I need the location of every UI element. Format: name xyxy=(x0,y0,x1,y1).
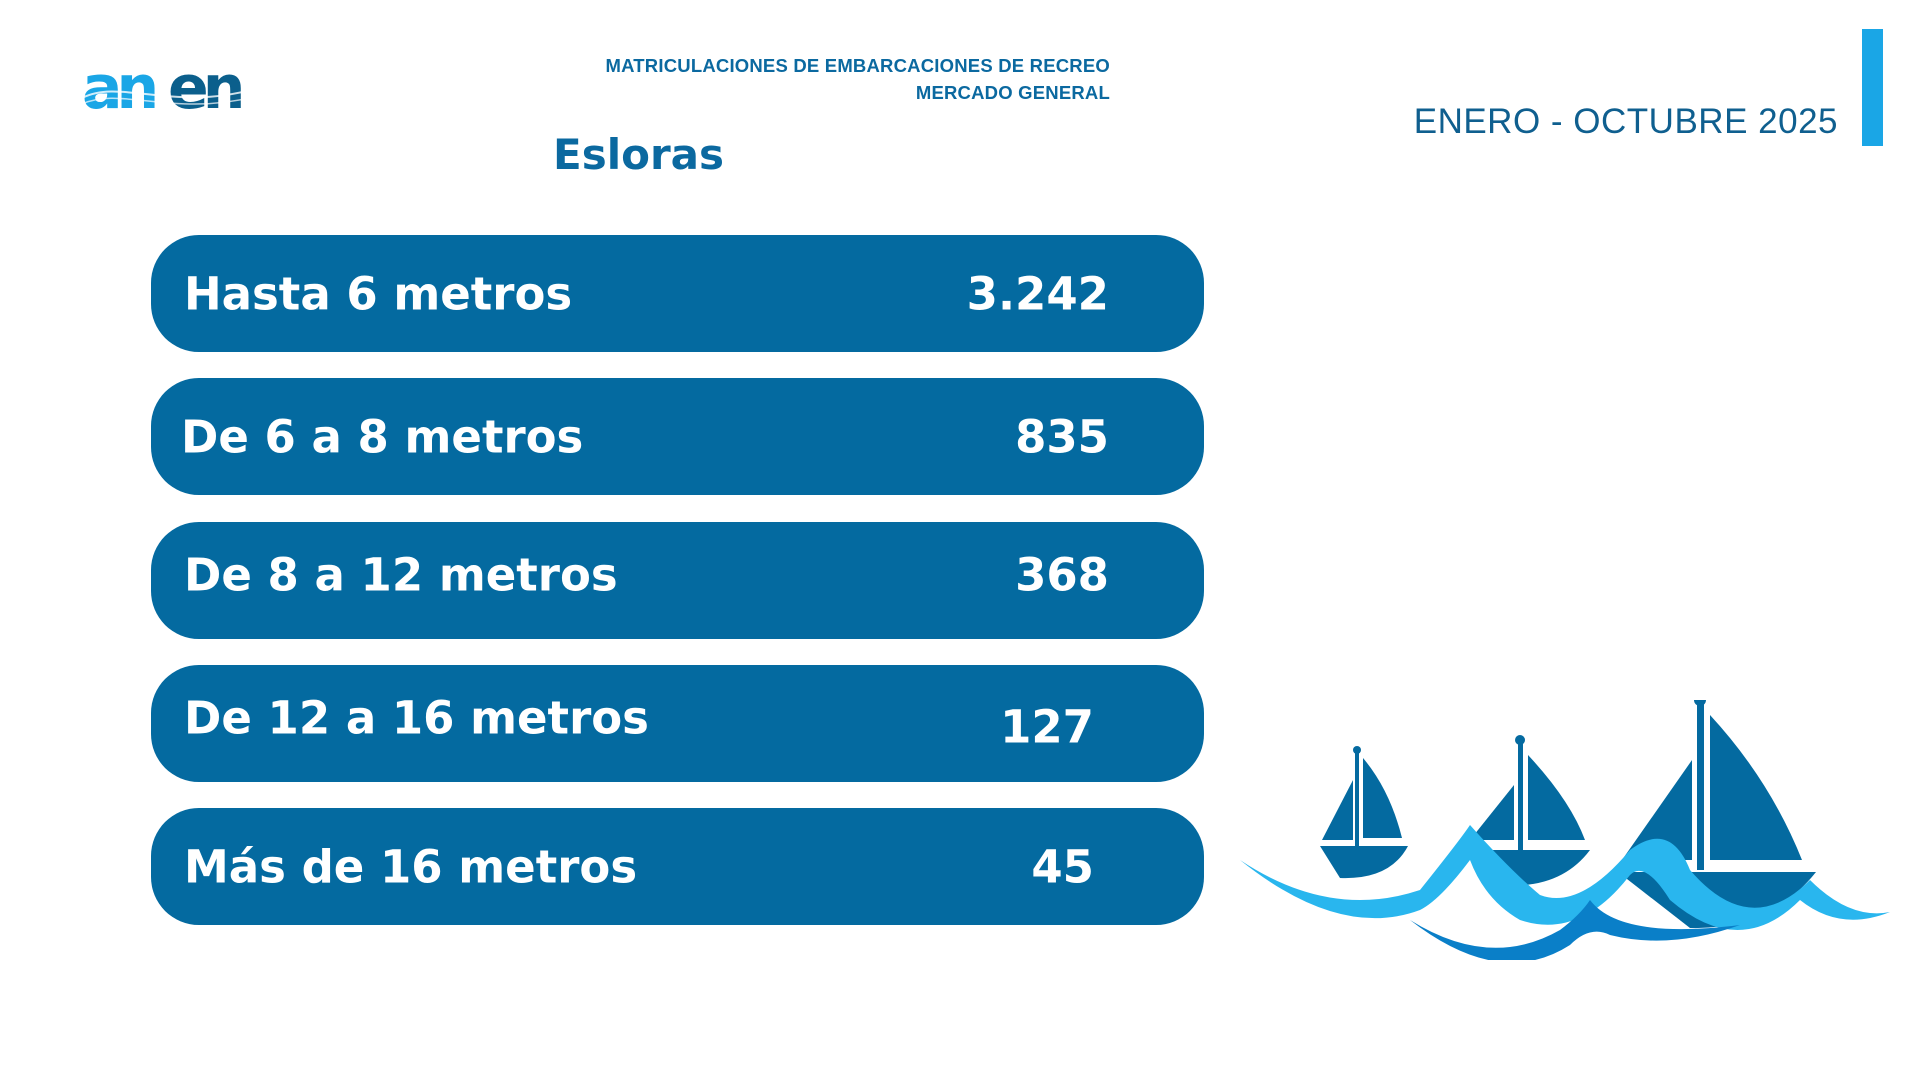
report-header: MATRICULACIONES DE EMBARCACIONES DE RECR… xyxy=(540,52,1110,106)
length-row: De 6 a 8 metros 835 xyxy=(151,378,1204,495)
row-label: De 8 a 12 metros xyxy=(184,548,618,602)
svg-text:an: an xyxy=(82,58,155,116)
length-row: Hasta 6 metros 3.242 xyxy=(151,235,1204,352)
row-label: De 6 a 8 metros xyxy=(181,410,584,463)
row-value: 45 xyxy=(1031,840,1094,893)
period-label: ENERO - OCTUBRE 2025 xyxy=(1413,102,1838,141)
row-value: 368 xyxy=(1015,548,1109,602)
row-value: 835 xyxy=(1015,410,1109,463)
page-title: Esloras xyxy=(553,130,724,179)
header-market: MERCADO GENERAL xyxy=(915,82,1110,103)
sailboats-on-waves-icon xyxy=(1240,700,1890,960)
length-row: De 8 a 12 metros 368 xyxy=(151,522,1204,639)
row-label: Hasta 6 metros xyxy=(184,267,573,320)
row-value: 3.242 xyxy=(966,267,1109,320)
svg-text:en: en xyxy=(168,58,242,116)
row-label: Más de 16 metros xyxy=(184,840,638,893)
row-value: 127 xyxy=(1000,700,1094,754)
header-title: MATRICULACIONES DE EMBARCACIONES DE RECR… xyxy=(605,55,1110,76)
length-row: De 12 a 16 metros 127 xyxy=(151,665,1204,782)
anen-logo: an en xyxy=(82,58,258,116)
length-row: Más de 16 metros 45 xyxy=(151,808,1204,925)
accent-bar xyxy=(1862,29,1883,146)
row-label: De 12 a 16 metros xyxy=(184,691,649,745)
